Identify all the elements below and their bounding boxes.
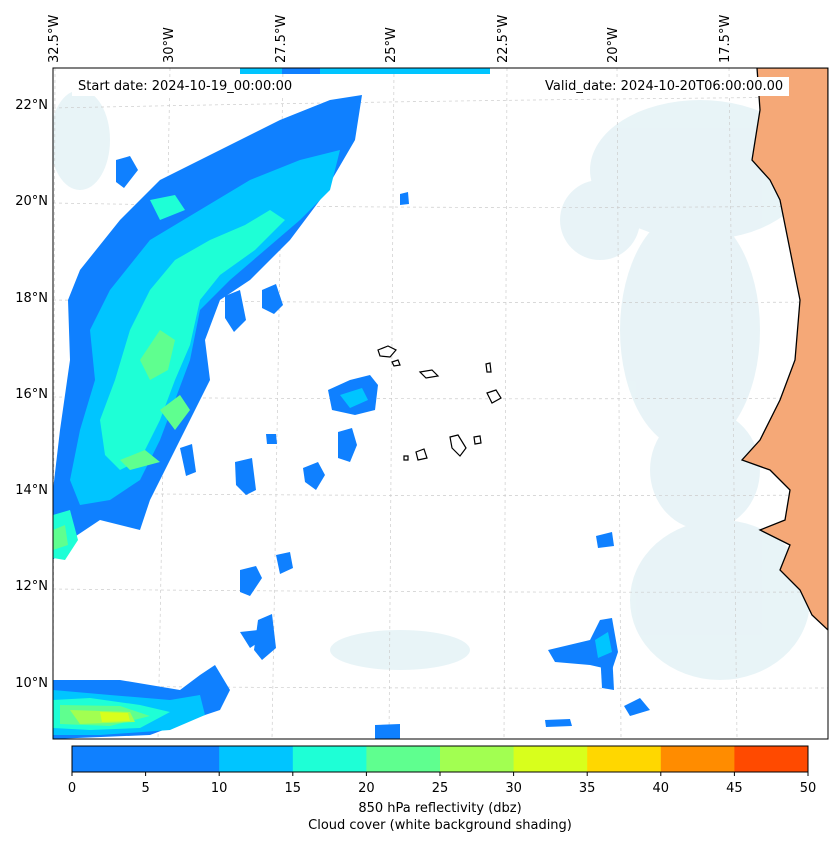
longitude-label: 30°W bbox=[162, 27, 177, 63]
longitude-label: 25°W bbox=[384, 27, 399, 63]
start-date-label: Start date: 2024-10-19_00:00:00 bbox=[72, 77, 299, 96]
cape-verde-islands bbox=[377, 345, 502, 461]
latitude-label: 10°N bbox=[15, 676, 48, 691]
colorbar-segment bbox=[513, 746, 588, 772]
map-frame bbox=[52, 67, 829, 740]
colorbar-tick-label: 20 bbox=[358, 781, 375, 796]
latitude-label: 22°N bbox=[15, 98, 48, 113]
longitude-label: 17.5°W bbox=[718, 14, 733, 63]
colorbar-segment bbox=[72, 746, 220, 772]
colorbar-segment bbox=[734, 746, 809, 772]
colorbar-tick-label: 5 bbox=[141, 781, 150, 796]
colorbar-tick-label: 35 bbox=[578, 781, 596, 796]
colorbar-tick-label: 25 bbox=[431, 781, 449, 796]
colorbar-tick-label: 0 bbox=[67, 781, 77, 796]
colorbar-tick-label: 50 bbox=[799, 781, 817, 796]
colorbar-tick-label: 30 bbox=[505, 781, 522, 796]
longitude-label: 22.5°W bbox=[496, 14, 511, 63]
colorbar-tick-label: 10 bbox=[210, 781, 228, 796]
latitude-label: 12°N bbox=[15, 579, 48, 594]
reflectivity-25-30-dbz bbox=[100, 712, 130, 722]
longitude-label: 32.5°W bbox=[47, 14, 62, 63]
valid-date-label: Valid_date: 2024-10-20T06:00:00.00 bbox=[539, 77, 790, 96]
longitude-label: 27.5°W bbox=[274, 14, 289, 63]
latitude-label: 18°N bbox=[15, 291, 48, 306]
cloud-cover-shading bbox=[53, 90, 810, 680]
colorbar-sublabel: Cloud cover (white background shading) bbox=[308, 818, 572, 833]
colorbar-segment bbox=[366, 746, 441, 772]
colorbar-label: 850 hPa reflectivity (dbz) bbox=[358, 801, 522, 816]
colorbar-segment bbox=[587, 746, 662, 772]
colorbar-tick-label: 15 bbox=[284, 781, 302, 796]
latitude-label: 14°N bbox=[15, 483, 48, 498]
longitude-label: 20°W bbox=[606, 27, 621, 63]
latitude-label: 16°N bbox=[15, 387, 48, 402]
colorbar-segment bbox=[292, 746, 367, 772]
colorbar bbox=[71, 745, 809, 776]
colorbar-segment bbox=[440, 746, 515, 772]
colorbar-segment bbox=[660, 746, 735, 772]
west-africa-land bbox=[740, 68, 828, 631]
colorbar-tick-label: 40 bbox=[652, 781, 670, 796]
colorbar-segment bbox=[219, 746, 294, 772]
colorbar-tick-label: 45 bbox=[726, 781, 743, 796]
latitude-label: 20°N bbox=[15, 194, 48, 209]
